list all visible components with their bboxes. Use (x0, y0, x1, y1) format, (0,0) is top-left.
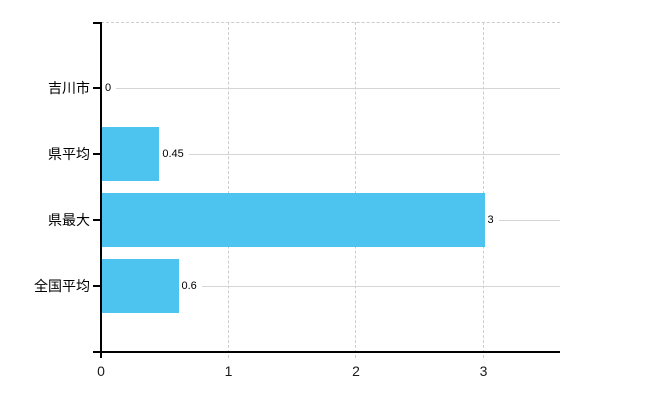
bar-row: 3 (102, 193, 560, 247)
y-axis-tick (93, 285, 101, 287)
row-gridline (116, 87, 560, 89)
category-label: 県平均 (48, 146, 90, 162)
value-label: 0 (105, 81, 112, 94)
row-gridline (498, 219, 560, 221)
y-axis-end-tick (93, 22, 101, 24)
y-axis-tick (93, 219, 101, 221)
bar-row: 0.6 (102, 259, 560, 313)
bar-3 (102, 193, 485, 247)
x-tick-label: 0 (97, 363, 105, 379)
y-axis-tick (93, 87, 101, 89)
bar-4 (102, 259, 179, 313)
row-gridline (201, 285, 560, 287)
row-gridline (188, 153, 560, 155)
vertical-gridline (482, 22, 484, 358)
y-axis-tick (93, 153, 101, 155)
bar-row: 0 (102, 61, 560, 115)
x-tick-label: 1 (224, 363, 233, 379)
value-label: 0.6 (181, 279, 197, 292)
bar-2 (102, 127, 160, 181)
vertical-gridline (355, 22, 356, 358)
vertical-gridline (227, 22, 229, 358)
bar-row: 0.45 (102, 127, 560, 181)
x-tick-label: 2 (352, 363, 360, 379)
category-label: 県最大 (48, 212, 90, 228)
plot-top-border (101, 22, 560, 23)
x-tick-label: 3 (479, 363, 488, 379)
category-label: 全国平均 (34, 278, 90, 294)
y-axis (100, 22, 102, 358)
category-label: 吉川市 (48, 80, 90, 96)
value-label: 3 (487, 213, 494, 226)
value-label: 0.45 (162, 147, 184, 160)
x-axis (93, 351, 560, 353)
